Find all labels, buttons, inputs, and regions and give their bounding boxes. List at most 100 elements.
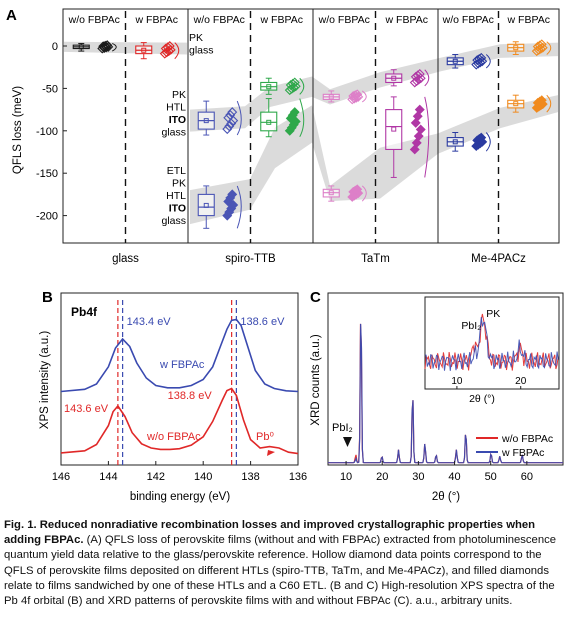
- panel-a-frame: [62, 8, 560, 244]
- x-tick-label: 10: [340, 471, 352, 483]
- box-series: [507, 39, 552, 57]
- subheader-without: w/o FBPAc: [442, 14, 494, 26]
- data-diamond: [414, 69, 425, 79]
- pbi2-arrow: [343, 437, 352, 447]
- data-diamond: [222, 124, 233, 135]
- data-diamond: [224, 121, 235, 132]
- box-series: [72, 40, 117, 54]
- y-tick-label: -150: [36, 168, 58, 180]
- distribution-curve: [361, 185, 367, 202]
- distribution-curve: [424, 96, 430, 178]
- box-series: [322, 184, 367, 202]
- subheader-with: w FBPAc: [260, 14, 303, 26]
- box-series: [260, 77, 305, 96]
- group-label: TaTm: [361, 253, 390, 265]
- group-label: spiro-TTB: [225, 253, 276, 265]
- panel-b-xlabel: binding energy (eV): [130, 491, 231, 503]
- inset-xlabel: 2θ (°): [469, 393, 495, 405]
- box-series: [385, 69, 430, 88]
- distribution-curve: [485, 132, 491, 152]
- stack-label-full: HTL: [166, 190, 186, 202]
- data-diamond: [352, 184, 363, 195]
- data-diamond: [474, 54, 485, 64]
- group-label: Me-4PACz: [471, 253, 526, 265]
- panel-b-frame: [60, 292, 299, 466]
- box-mean: [513, 101, 519, 107]
- data-diamond: [348, 91, 359, 102]
- panel-letter-c: C: [310, 289, 321, 306]
- group-label: glass: [112, 253, 139, 265]
- box-series: [135, 41, 180, 60]
- legend-label: w FBPAc: [501, 447, 544, 459]
- data-diamond: [476, 52, 487, 63]
- box-series: [446, 131, 491, 152]
- box-mean: [203, 118, 209, 124]
- box-iqr: [260, 111, 278, 132]
- band-full: [190, 95, 558, 225]
- box-mean: [452, 139, 458, 145]
- subheader-without: w/o FBPAc: [318, 14, 370, 26]
- x-tick-label: 60: [521, 471, 533, 483]
- inset-frame: [424, 296, 560, 390]
- panel-c-ylabel: XRD counts (a.u.): [310, 334, 322, 426]
- panel-c-frame: [327, 292, 564, 466]
- data-diamond: [98, 41, 109, 52]
- peak-label: 143.4 eV: [127, 316, 172, 328]
- data-diamond: [227, 189, 238, 200]
- box-series: [197, 100, 242, 136]
- data-diamond: [352, 89, 363, 100]
- box-mean: [203, 202, 209, 208]
- box-series: [507, 94, 552, 113]
- panel-letter-a: A: [6, 7, 17, 24]
- peak-label: Pb⁰: [256, 431, 274, 443]
- box-mean: [78, 44, 84, 50]
- x-tick-label: 138: [241, 471, 259, 483]
- distribution-curve: [485, 54, 491, 69]
- distribution-curve: [174, 42, 180, 60]
- peak-label: 138.6 eV: [240, 316, 285, 328]
- data-diamond: [472, 55, 483, 66]
- box-mean: [391, 126, 397, 132]
- subheader-with: w FBPAc: [385, 14, 428, 26]
- distribution-curve: [424, 69, 430, 87]
- data-diamond: [412, 111, 423, 122]
- box-iqr: [197, 193, 215, 217]
- pbi2-label: PbI₂: [332, 422, 353, 434]
- y-tick-label: 0: [52, 41, 58, 53]
- data-diamond: [223, 112, 234, 123]
- stack-label-glass: PK: [189, 32, 203, 44]
- inset-x-tick-label: 20: [515, 376, 527, 387]
- inset-x-tick-label: 10: [451, 376, 463, 387]
- figure-caption: Fig. 1. Reduced nonradiative recombinati…: [4, 518, 564, 609]
- stack-label-glass: glass: [189, 45, 214, 57]
- legend-label: w/o FBPAc: [501, 433, 553, 445]
- data-diamond: [350, 90, 361, 101]
- panel-c: 10 20 30 40 50 60 10 20 2θ (°) PbI₂ PK w/o FBPAc w…: [310, 292, 564, 503]
- box-mean: [452, 58, 458, 64]
- data-diamond: [415, 124, 426, 135]
- caption-body-a: (A) QFLS loss of perovskite films (witho…: [4, 534, 557, 592]
- panel-a-ylabel: QFLS loss (meV): [12, 86, 24, 174]
- data-diamond: [289, 107, 300, 118]
- box-mean: [513, 45, 519, 51]
- stack-label-full: ETL: [167, 165, 186, 177]
- xps-line: [60, 387, 299, 455]
- x-tick-label: 40: [448, 471, 460, 483]
- box-mean: [391, 75, 397, 81]
- distribution-curve: [361, 90, 367, 103]
- figure: A B C w/o FBPAc w FBPAc w/o FBPAc w FBPAc w/…: [6, 7, 564, 503]
- panel-c-xlabel: 2θ (°): [432, 491, 460, 503]
- x-tick-label: 136: [289, 471, 307, 483]
- stack-label-htl: HTL: [166, 102, 186, 114]
- data-diamond: [227, 107, 238, 118]
- x-tick-label: 20: [376, 471, 388, 483]
- distribution-curve: [236, 100, 242, 136]
- data-diamond: [532, 41, 543, 52]
- stack-label-full: glass: [161, 215, 186, 227]
- caption-title: Fig. 1. Reduced nonradiative recombinati…: [4, 519, 536, 547]
- panel-b-ylabel: XPS intensity (a.u.): [39, 331, 51, 430]
- data-diamond: [164, 41, 175, 51]
- box-iqr: [385, 109, 403, 151]
- series-label: w/o FBPAc: [146, 431, 201, 443]
- x-tick-label: 140: [194, 471, 212, 483]
